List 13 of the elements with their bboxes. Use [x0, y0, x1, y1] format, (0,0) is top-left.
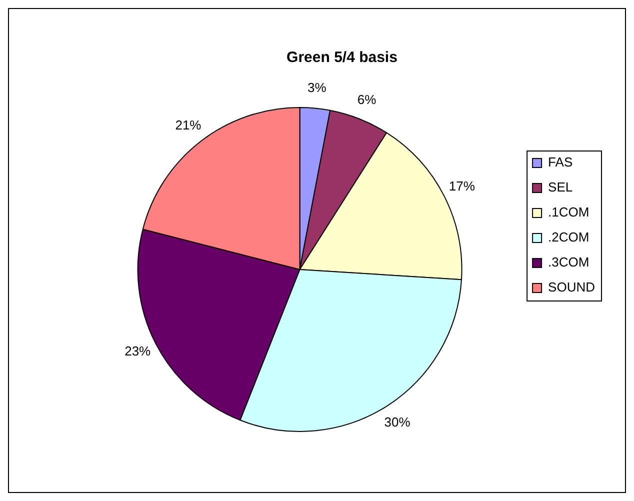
data-label: 23% [124, 344, 152, 359]
data-label: 17% [448, 178, 476, 194]
legend-label: .3COM [548, 254, 590, 270]
chart-title: Green 5/4 basis [286, 49, 398, 66]
data-label: 30% [384, 414, 411, 430]
legend-label: .2COM [548, 230, 590, 245]
legend-label: FAS [548, 154, 573, 170]
legend-label: .1COM [548, 204, 590, 220]
data-label: 6% [357, 92, 377, 107]
legend-label: SEL [548, 180, 573, 195]
legend-label: SOUND [548, 280, 596, 295]
data-label: 21% [175, 117, 202, 132]
data-label: 3% [308, 80, 327, 95]
